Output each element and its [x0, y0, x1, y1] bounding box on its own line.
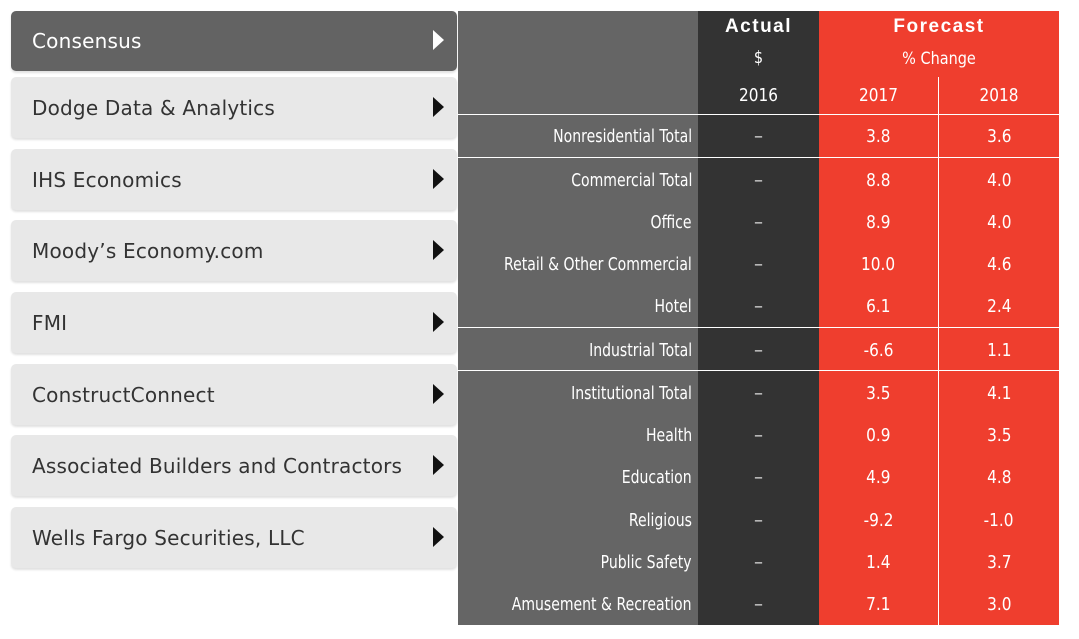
forecast-2017-value: 10.0	[861, 253, 896, 275]
sidebar-item-label: Wells Fargo Securities, LLC	[32, 525, 305, 550]
sidebar-item-label: ConstructConnect	[32, 382, 215, 407]
forecast-2018-value: 2.4	[986, 295, 1012, 317]
table-row: Health – 0.9 3.5	[458, 414, 1059, 456]
sidebar-item-dodge-data-analytics[interactable]: Dodge Data & Analytics	[11, 77, 457, 138]
forecast-2018-value: 4.0	[986, 169, 1012, 191]
forecast-2017-value: -9.2	[863, 509, 894, 531]
chevron-right-icon	[433, 454, 444, 475]
table-row: Nonresidential Total – 3.8 3.6	[458, 115, 1059, 157]
sidebar-item-fmi[interactable]: FMI	[11, 292, 457, 353]
sidebar-item-label: Consensus	[32, 29, 142, 53]
label-column-background	[458, 11, 698, 625]
row-label: Commercial Total	[570, 169, 692, 191]
forecast-2018-value: 3.5	[986, 424, 1012, 446]
table-row: Public Safety – 1.4 3.7	[458, 541, 1059, 583]
chevron-right-icon	[433, 239, 444, 260]
chevron-right-icon	[433, 526, 444, 547]
chevron-right-icon	[433, 383, 444, 404]
table-row: Industrial Total – -6.6 1.1	[458, 329, 1059, 371]
forecast-unit: % Change	[902, 49, 976, 69]
forecast-2017-value: 8.8	[866, 169, 891, 191]
actual-value: –	[754, 509, 763, 531]
row-label: Amusement & Recreation	[512, 593, 692, 615]
forecast-2018-value: 3.6	[986, 125, 1012, 147]
sidebar-item-label: Dodge Data & Analytics	[32, 95, 275, 120]
actual-value: –	[754, 382, 763, 404]
table-row: Hotel – 6.1 2.4	[458, 285, 1059, 327]
actual-value: –	[754, 339, 763, 361]
actual-value: –	[754, 253, 763, 275]
forecast-column-background	[819, 11, 1059, 625]
row-label: Hotel	[654, 295, 692, 317]
sidebar-item-wells-fargo[interactable]: Wells Fargo Securities, LLC	[11, 507, 457, 568]
actual-year: 2016	[739, 85, 778, 106]
sidebar-item-moodys-economy[interactable]: Moody’s Economy.com	[11, 220, 457, 281]
actual-value: –	[754, 295, 763, 317]
table-row: Amusement & Recreation – 7.1 3.0	[458, 583, 1059, 625]
sidebar-item-constructconnect[interactable]: ConstructConnect	[11, 364, 457, 425]
table-row: Religious – -9.2 -1.0	[458, 499, 1059, 541]
actual-value: –	[754, 211, 763, 233]
table-row: Institutional Total – 3.5 4.1	[458, 372, 1059, 414]
forecast-2017-value: 4.9	[866, 466, 891, 488]
row-label: Nonresidential Total	[553, 125, 692, 147]
table-row: Commercial Total – 8.8 4.0	[458, 159, 1059, 201]
row-label: Office	[651, 211, 692, 233]
actual-unit: $	[753, 48, 764, 68]
actual-header: Actual	[724, 16, 793, 37]
actual-value: –	[754, 593, 763, 615]
forecast-2018-value: 4.1	[986, 382, 1012, 404]
forecast-2017-value: 3.8	[866, 125, 891, 147]
sidebar-item-label: Associated Builders and Contractors	[32, 453, 403, 478]
row-label: Religious	[628, 509, 692, 531]
forecast-year-2018: 2018	[979, 85, 1019, 106]
sidebar-item-label: Moody’s Economy.com	[32, 238, 264, 263]
forecast-2018-value: 3.0	[986, 593, 1012, 615]
forecast-column-divider	[938, 77, 939, 625]
table-row: Retail & Other Commercial – 10.0 4.6	[458, 243, 1059, 285]
forecast-2018-value: 1.1	[986, 339, 1012, 361]
actual-value: –	[754, 169, 763, 191]
chevron-right-icon	[433, 30, 444, 50]
chevron-right-icon	[433, 168, 444, 189]
forecast-2017-value: 0.9	[866, 424, 891, 446]
row-label: Institutional Total	[571, 382, 692, 404]
actual-value: –	[754, 125, 763, 147]
forecast-2017-value: 8.9	[866, 211, 891, 233]
actual-value: –	[754, 424, 763, 446]
row-label: Education	[622, 466, 692, 488]
forecast-2017-value: 1.4	[866, 551, 891, 573]
forecast-2018-value: -1.0	[984, 509, 1014, 531]
table-row: Education – 4.9 4.8	[458, 456, 1059, 498]
actual-value: –	[754, 466, 763, 488]
table-row: Office – 8.9 4.0	[458, 201, 1059, 243]
forecast-2017-value: 7.1	[866, 593, 891, 615]
actual-column-background	[698, 11, 819, 625]
forecast-2017-value: 6.1	[866, 295, 891, 317]
forecast-header: Forecast	[893, 16, 985, 37]
sidebar-item-associated-builders[interactable]: Associated Builders and Contractors	[11, 435, 457, 496]
forecast-year-2017: 2017	[859, 85, 898, 106]
forecast-2018-value: 4.0	[986, 211, 1012, 233]
row-divider	[458, 370, 1059, 371]
forecast-2018-value: 4.8	[986, 466, 1012, 488]
chevron-right-icon	[433, 311, 444, 332]
row-label: Health	[645, 424, 692, 446]
actual-value: –	[754, 551, 763, 573]
sidebar-item-label: IHS Economics	[32, 167, 182, 192]
row-label: Public Safety	[601, 551, 692, 573]
forecast-2018-value: 4.6	[986, 253, 1012, 275]
sidebar-item-ihs-economics[interactable]: IHS Economics	[11, 149, 457, 210]
forecast-2017-value: -6.6	[863, 339, 894, 361]
row-divider	[458, 327, 1059, 328]
forecast-2017-value: 3.5	[866, 382, 891, 404]
chevron-right-icon	[433, 96, 444, 117]
row-label: Industrial Total	[588, 339, 692, 361]
sidebar-item-label: FMI	[32, 310, 68, 335]
row-label: Retail & Other Commercial	[504, 253, 692, 275]
row-divider	[458, 157, 1059, 158]
row-divider	[458, 114, 1059, 115]
forecast-2018-value: 3.7	[986, 551, 1012, 573]
sidebar-item-consensus[interactable]: Consensus	[11, 11, 457, 71]
